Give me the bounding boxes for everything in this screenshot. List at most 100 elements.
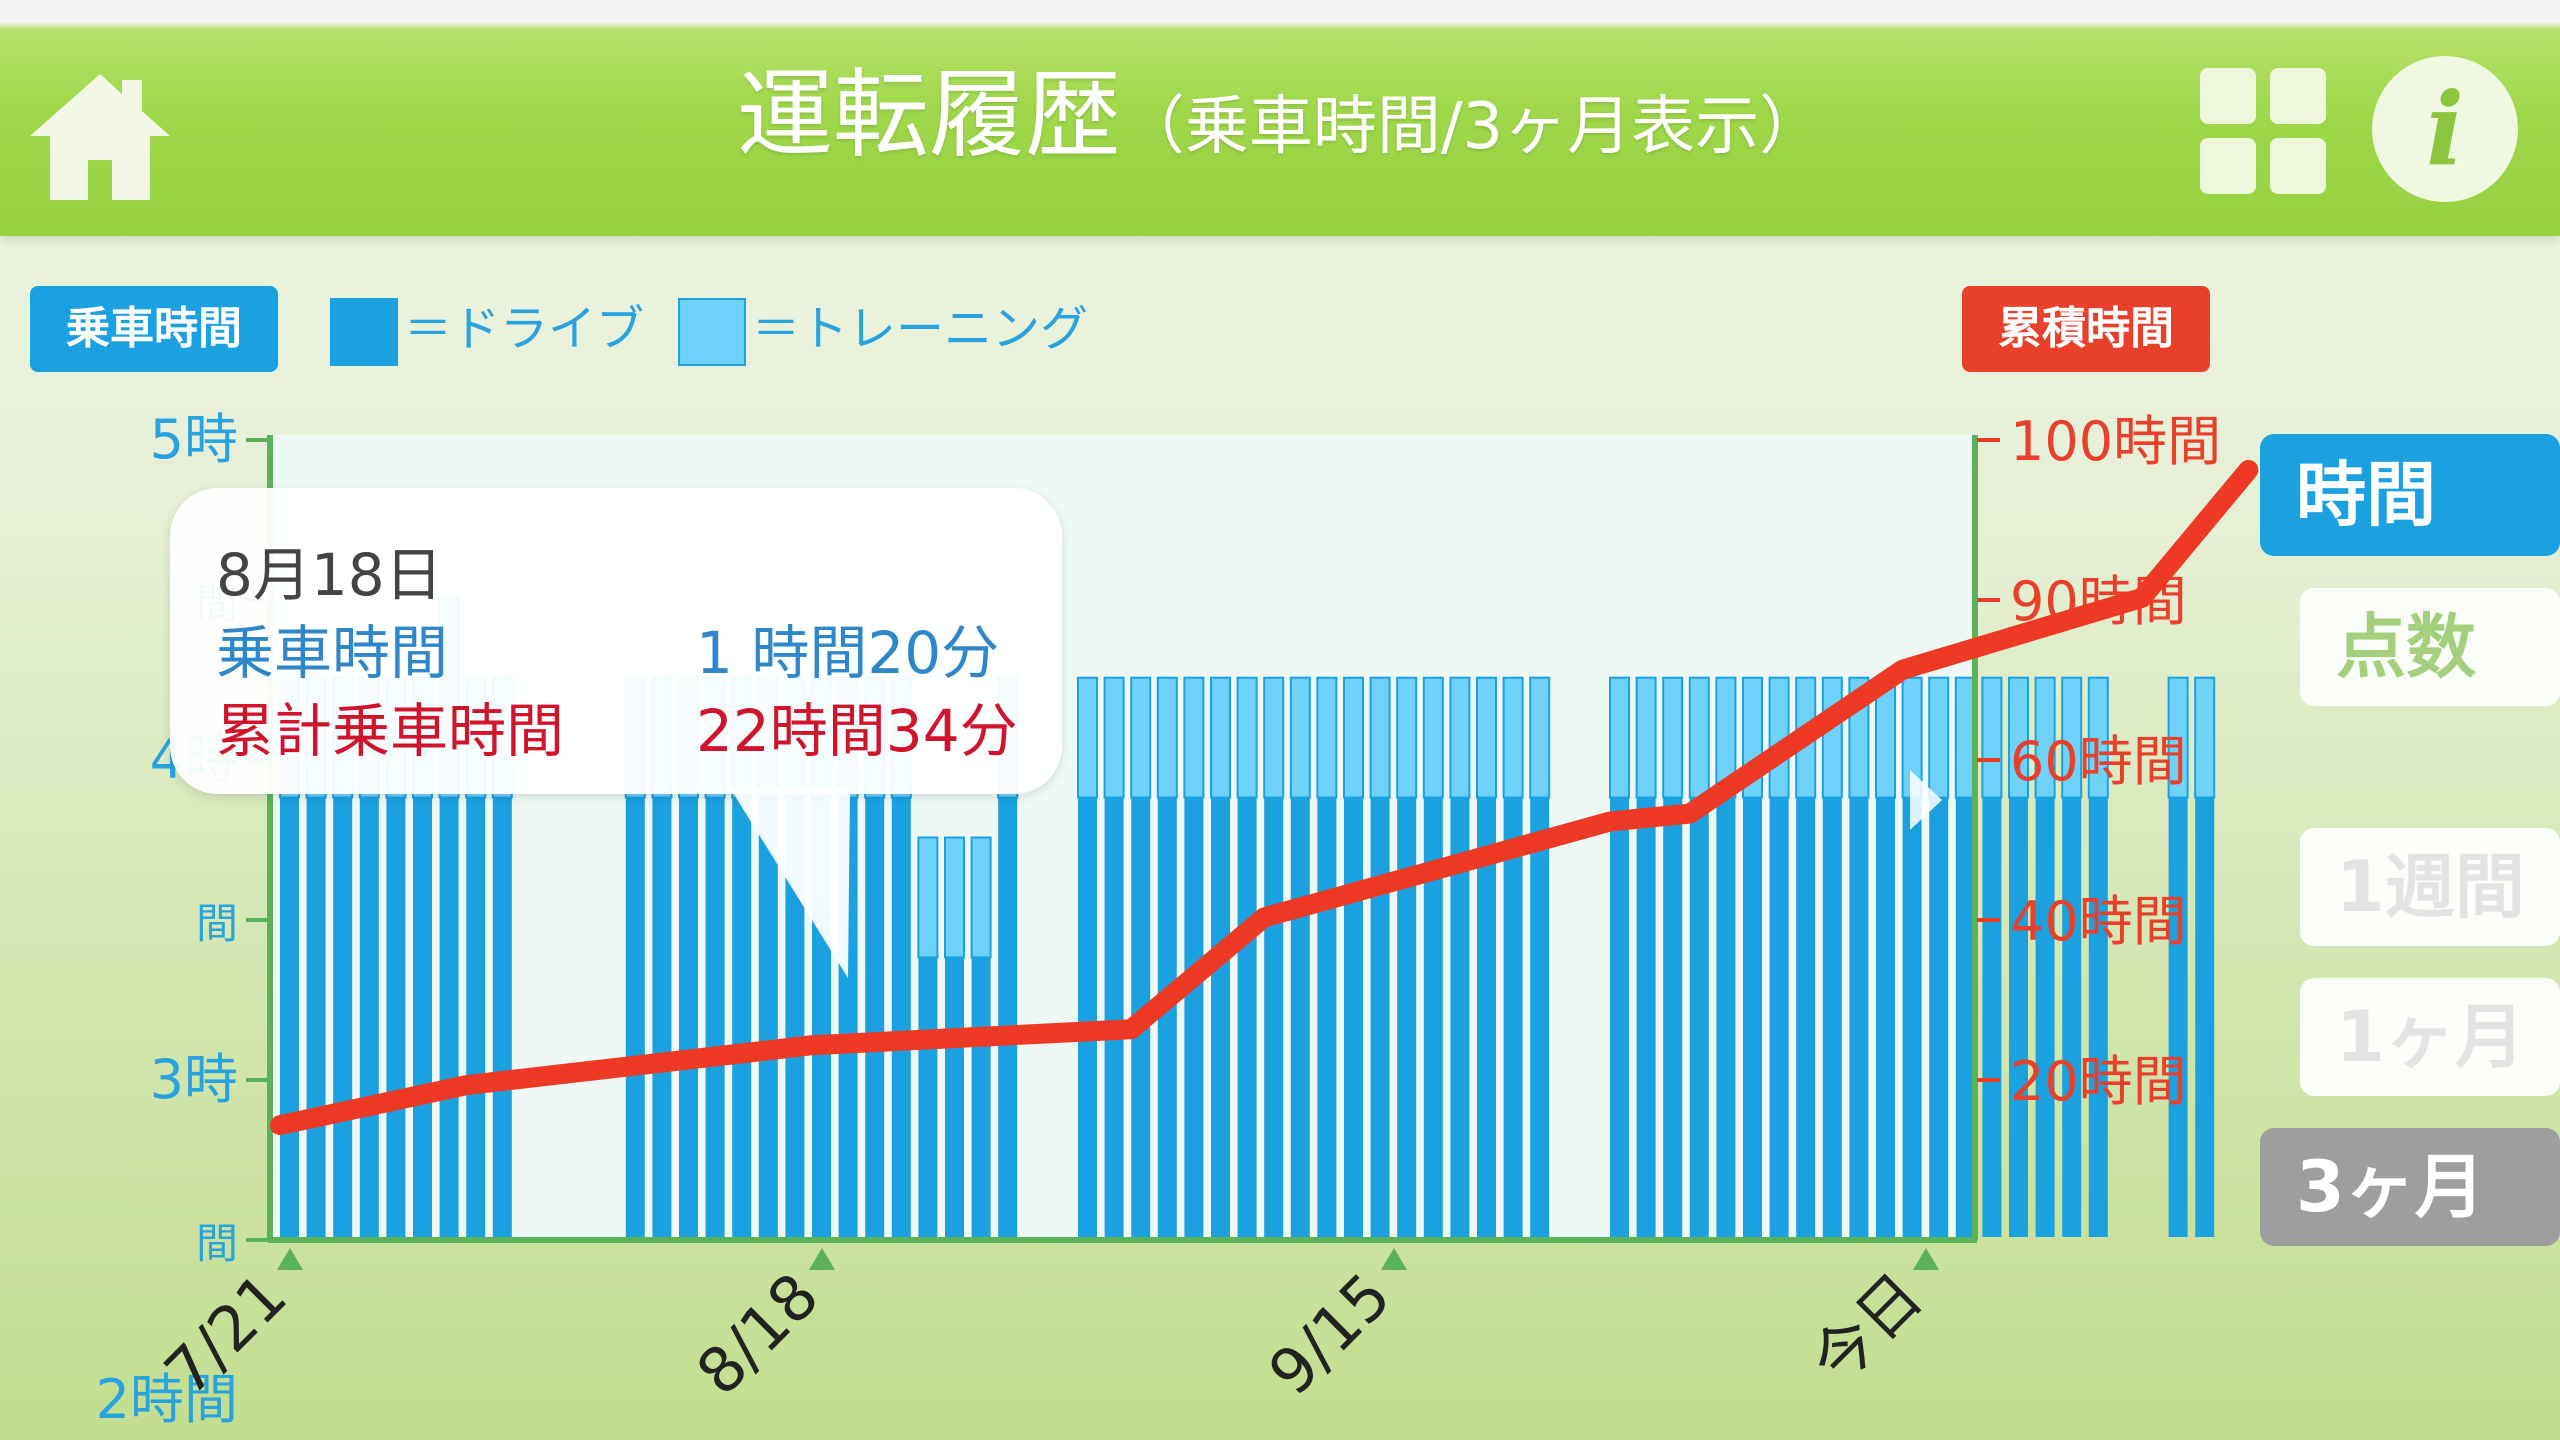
training-bar[interactable] [1263,676,1285,799]
training-bar[interactable] [2087,676,2109,799]
tab-1-month[interactable]: 1ヶ月 [2300,978,2560,1096]
training-bar[interactable] [1821,676,1843,799]
drive-bar[interactable] [1450,797,1470,1237]
drive-bar[interactable] [386,797,406,1237]
training-bar[interactable] [1954,676,1976,799]
drive-bar[interactable] [1237,797,1257,1237]
drive-bar[interactable] [1876,797,1895,1237]
drive-bar[interactable] [466,797,486,1237]
training-bar[interactable] [1210,676,1231,799]
training-bar[interactable] [1662,676,1684,799]
tab-score[interactable]: 点数 [2300,588,2560,706]
training-bar[interactable] [1476,676,1497,799]
drive-bar[interactable] [333,797,353,1237]
drive-bar[interactable] [1982,797,2002,1237]
drive-bar[interactable] [1769,797,1789,1237]
drive-bar[interactable] [306,797,326,1237]
training-bar[interactable] [1369,676,1391,799]
drive-bar[interactable] [1344,797,1363,1237]
drive-bar[interactable] [1157,797,1177,1237]
drive-bar[interactable] [2062,797,2082,1237]
drive-bar[interactable] [359,797,379,1237]
training-bar[interactable] [1236,676,1258,799]
drive-bar[interactable] [2009,797,2028,1237]
drive-bar[interactable] [758,797,778,1237]
drive-bar[interactable] [918,957,938,1237]
training-bar[interactable] [2008,676,2029,799]
drive-bar[interactable] [1636,797,1656,1237]
drive-bar[interactable] [705,797,725,1237]
drive-bar[interactable] [1929,797,1949,1237]
drive-bar[interactable] [1211,797,1230,1237]
tab-3-months[interactable]: 3ヶ月 [2260,1128,2560,1246]
training-bar[interactable] [917,836,939,959]
drive-bar[interactable] [1104,797,1124,1237]
grid-button[interactable] [2200,68,2326,194]
drive-bar[interactable] [1264,797,1284,1237]
training-bar[interactable] [1343,676,1364,799]
drive-bar[interactable] [945,957,964,1237]
training-bar[interactable] [1928,676,1950,799]
tab-time[interactable]: 時間 [2260,434,2560,556]
drive-bar[interactable] [1423,797,1443,1237]
training-bar[interactable] [1130,676,1152,799]
training-bar[interactable] [1103,676,1125,799]
training-bar[interactable] [2034,676,2056,799]
drive-bar[interactable] [1503,797,1523,1237]
training-bar[interactable] [1635,676,1657,799]
home-button[interactable] [30,64,170,204]
drive-bar[interactable] [679,797,698,1237]
drive-bar[interactable] [625,797,645,1237]
training-bar[interactable] [1502,676,1524,799]
training-bar[interactable] [970,836,992,959]
drive-bar[interactable] [1849,797,1869,1237]
training-bar[interactable] [1396,676,1418,799]
drive-bar[interactable] [1290,797,1310,1237]
training-bar[interactable] [1688,676,1710,799]
drive-bar[interactable] [652,797,672,1237]
drive-bar[interactable] [1078,797,1097,1237]
drive-bar[interactable] [280,797,299,1237]
drive-bar[interactable] [971,957,991,1237]
tab-1-week[interactable]: 1週間 [2300,828,2560,946]
training-bar[interactable] [2061,676,2083,799]
drive-bar[interactable] [2035,797,2055,1237]
drive-bar[interactable] [1477,797,1496,1237]
drive-bar[interactable] [492,797,512,1237]
drive-bar[interactable] [1663,797,1683,1237]
drive-bar[interactable] [2168,797,2188,1237]
training-bar[interactable] [1289,676,1311,799]
drive-bar[interactable] [865,797,885,1237]
drive-bar[interactable] [1317,797,1337,1237]
training-bar[interactable] [1077,676,1098,799]
drive-bar[interactable] [785,797,805,1237]
drive-bar[interactable] [413,797,432,1237]
training-bar[interactable] [1981,676,2003,799]
drive-bar[interactable] [1955,797,1975,1237]
drive-bar[interactable] [891,797,911,1237]
drive-bar[interactable] [2088,797,2108,1237]
training-bar[interactable] [1449,676,1471,799]
drive-bar[interactable] [1530,797,1550,1237]
drive-bar[interactable] [1397,797,1417,1237]
training-bar[interactable] [1529,676,1551,799]
info-button[interactable]: i [2372,56,2518,202]
drive-bar[interactable] [1610,797,1629,1237]
drive-bar[interactable] [439,797,459,1237]
drive-bar[interactable] [1822,797,1842,1237]
training-bar[interactable] [2167,676,2189,799]
drive-bar[interactable] [1796,797,1816,1237]
drive-bar[interactable] [1716,797,1736,1237]
drive-bar[interactable] [998,797,1018,1237]
drive-bar[interactable] [2195,797,2215,1237]
training-bar[interactable] [1156,676,1178,799]
training-bar[interactable] [1422,676,1444,799]
drive-bar[interactable] [732,797,752,1237]
drive-bar[interactable] [1689,797,1709,1237]
drive-bar[interactable] [1743,797,1762,1237]
training-bar[interactable] [1316,676,1338,799]
drive-bar[interactable] [1370,797,1390,1237]
training-bar[interactable] [1609,676,1630,799]
next-arrow-icon[interactable] [1910,770,1942,830]
drive-bar[interactable] [1902,797,1922,1237]
